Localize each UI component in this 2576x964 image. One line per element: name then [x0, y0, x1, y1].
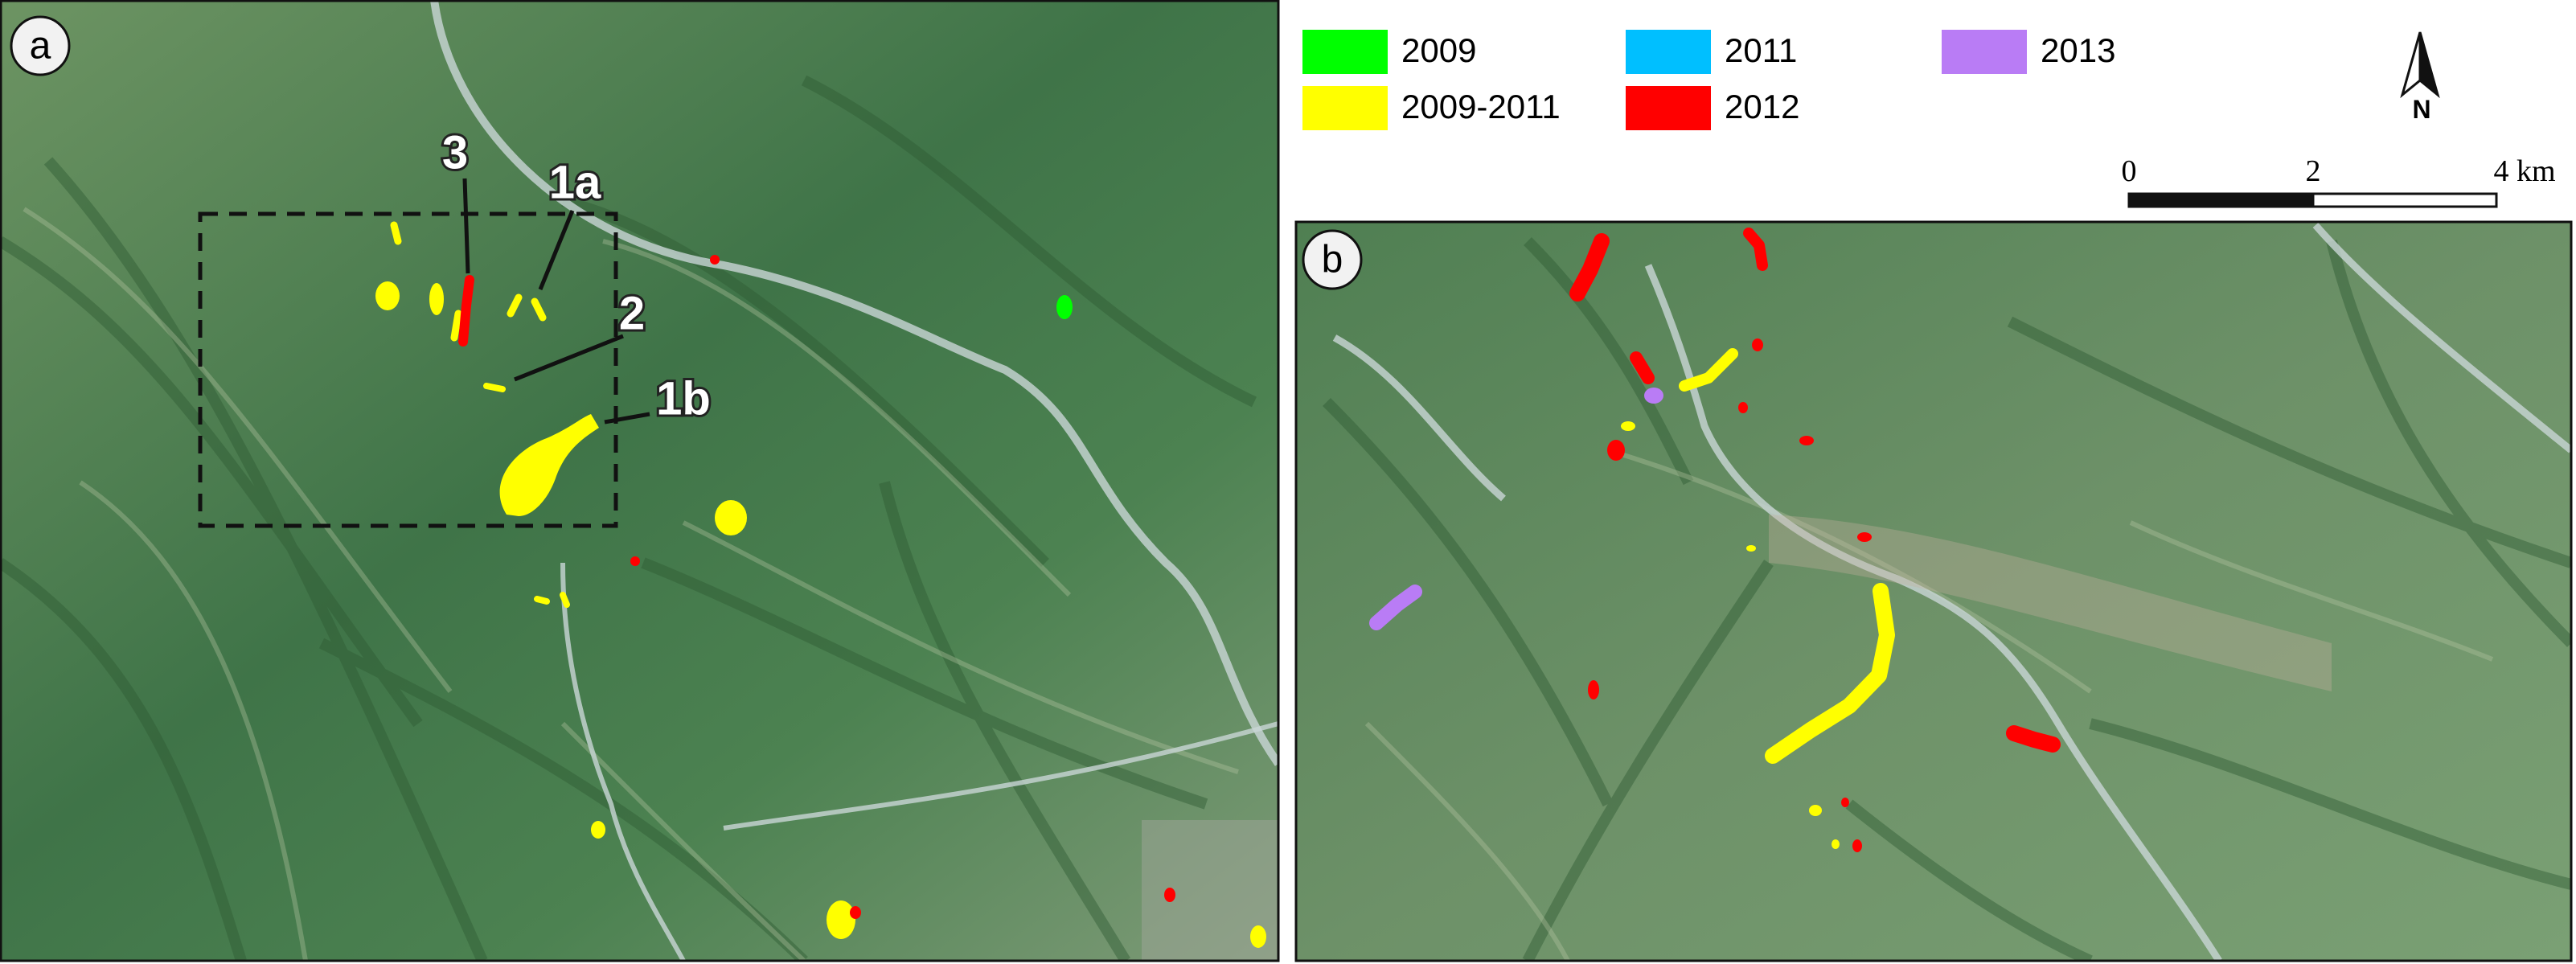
- landslide: [458, 275, 474, 347]
- frame: [1294, 220, 2573, 962]
- extent-box: [198, 211, 618, 528]
- landslide: [1738, 402, 1748, 413]
- panel-label: b: [1322, 239, 1343, 281]
- landslide: [1743, 228, 1768, 271]
- landslide: [1765, 583, 1895, 764]
- landslide: [1644, 388, 1663, 404]
- legend-label: 2009: [1401, 31, 1476, 69]
- landslide: [1799, 436, 1814, 445]
- landslide: [827, 900, 855, 939]
- panel-badge: [1302, 229, 1363, 290]
- legend-label: 2009-2011: [1401, 88, 1561, 125]
- legend-swatch: [1626, 30, 1711, 74]
- landslide: [1056, 295, 1073, 319]
- legend: 2009 2011 2013 2009-2011 2012: [1302, 30, 2115, 130]
- scale-label: 2: [2306, 154, 2321, 188]
- annotation: 1b: [656, 372, 711, 425]
- legend-label: 2011: [1725, 31, 1797, 69]
- landslide: [1588, 680, 1599, 699]
- panel-badge: [10, 15, 71, 76]
- map-a: 3 1a 2 1b a: [2, 2, 1278, 961]
- landslide: [591, 821, 605, 839]
- annotation: 1a: [549, 156, 601, 208]
- landslide: [1832, 839, 1840, 849]
- north-arrow: N: [2400, 31, 2440, 124]
- scale-label: 0: [2122, 154, 2137, 188]
- imagery: [2, 2, 1278, 961]
- landslide: [1841, 798, 1849, 807]
- landslide: [1679, 348, 1738, 392]
- legend-swatch: [1302, 30, 1388, 74]
- landslide: [1569, 233, 1610, 302]
- landslide: [1250, 925, 1266, 948]
- legend-swatch: [1626, 86, 1711, 130]
- scale-bar: 0 2 4 km: [2122, 154, 2556, 208]
- landslide: [1752, 338, 1763, 351]
- landslide: [1809, 805, 1822, 816]
- terrain: [1323, 223, 2571, 961]
- landslide: [1746, 545, 1756, 552]
- landslide: [1857, 532, 1872, 542]
- landslide: [499, 414, 599, 516]
- landslide: [1164, 888, 1175, 902]
- legend-label: 2012: [1725, 88, 1799, 125]
- landslides-a: [375, 221, 1266, 948]
- landslide: [630, 556, 640, 566]
- landslides-b: [1369, 228, 2061, 852]
- frame: [0, 0, 1280, 962]
- annotation: 3: [442, 126, 468, 178]
- imagery: [1296, 222, 2571, 961]
- landslide: [1607, 440, 1625, 461]
- legend-label: 2013: [2041, 31, 2115, 69]
- landslide: [375, 281, 400, 310]
- north-label: N: [2412, 95, 2430, 124]
- panel-label: a: [30, 25, 51, 68]
- landslide: [483, 383, 570, 608]
- landslide: [429, 283, 444, 315]
- landslide: [390, 221, 462, 342]
- landslide: [850, 906, 861, 919]
- landslide: [1852, 839, 1862, 852]
- landslide: [507, 293, 547, 322]
- legend-swatch: [1942, 30, 2027, 74]
- map-b: b: [1296, 222, 2571, 961]
- annotation: 2: [619, 287, 645, 339]
- landslide: [2006, 725, 2061, 753]
- landslide: [715, 500, 747, 535]
- landslide: [1621, 421, 1635, 431]
- scale-label: 4 km: [2493, 154, 2555, 188]
- landslide: [710, 255, 720, 265]
- landslide: [1369, 585, 1422, 630]
- landslide: [1630, 351, 1655, 384]
- legend-swatch: [1302, 86, 1388, 130]
- leader-lines: [462, 178, 650, 425]
